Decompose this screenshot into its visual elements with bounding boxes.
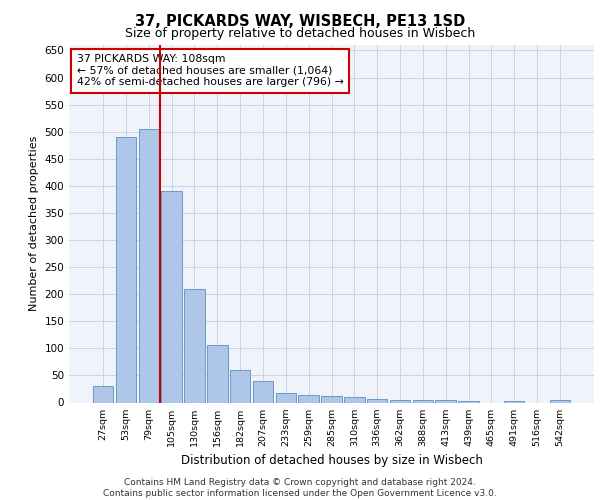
Bar [161,191,182,402]
Bar [298,395,319,402]
Bar [550,400,570,402]
Text: Size of property relative to detached houses in Wisbech: Size of property relative to detached ho… [125,28,475,40]
Bar [367,398,388,402]
Bar [116,137,136,402]
Bar [93,386,113,402]
Bar [253,381,273,402]
Text: 37, PICKARDS WAY, WISBECH, PE13 1SD: 37, PICKARDS WAY, WISBECH, PE13 1SD [135,14,465,29]
Bar [390,400,410,402]
Text: 37 PICKARDS WAY: 108sqm
← 57% of detached houses are smaller (1,064)
42% of semi: 37 PICKARDS WAY: 108sqm ← 57% of detache… [77,54,344,87]
Bar [184,289,205,403]
Y-axis label: Number of detached properties: Number of detached properties [29,136,39,312]
Bar [230,370,250,402]
Bar [207,344,227,403]
Bar [321,396,342,402]
Bar [275,393,296,402]
X-axis label: Distribution of detached houses by size in Wisbech: Distribution of detached houses by size … [181,454,482,467]
Bar [504,401,524,402]
Bar [344,396,365,402]
Bar [139,129,159,402]
Text: Contains HM Land Registry data © Crown copyright and database right 2024.
Contai: Contains HM Land Registry data © Crown c… [103,478,497,498]
Bar [413,400,433,402]
Bar [436,400,456,402]
